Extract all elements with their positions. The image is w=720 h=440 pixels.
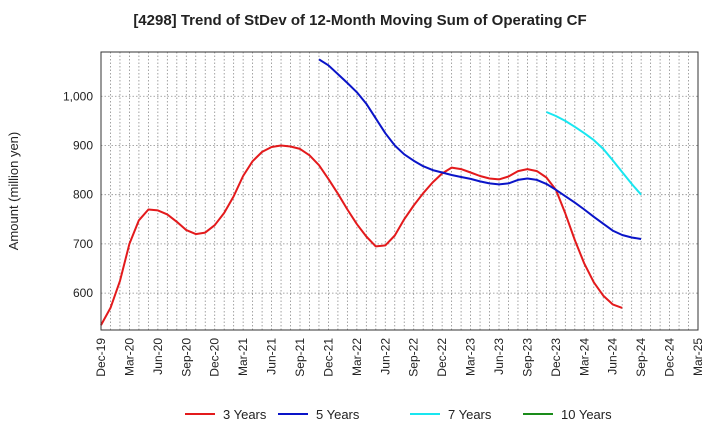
y-tick-labels: 600 700 800 900 1,000 (63, 89, 93, 300)
y-tick-label: 700 (73, 237, 93, 251)
x-tick-label: Sep-21 (293, 338, 307, 377)
x-tick-label: Mar-22 (350, 338, 364, 376)
y-axis-label: Amount (million yen) (6, 132, 21, 251)
x-tick-label: Mar-25 (691, 338, 705, 376)
x-tick-label: Sep-22 (407, 338, 421, 377)
x-tick-label: Dec-22 (435, 338, 449, 377)
x-tick-label: Mar-21 (236, 338, 250, 376)
grid-layer (101, 52, 698, 330)
x-tick-label: Dec-19 (94, 338, 108, 377)
legend: 3 Years 5 Years 7 Years 10 Years (185, 407, 612, 422)
x-tick-label: Mar-20 (122, 338, 136, 376)
legend-label: 10 Years (561, 407, 612, 422)
x-tick-label: Dec-24 (663, 338, 677, 377)
legend-label: 3 Years (223, 407, 267, 422)
x-tick-label: Jun-23 (492, 338, 506, 375)
x-tick-label: Jun-22 (378, 338, 392, 375)
x-tick-label: Jun-20 (151, 338, 165, 375)
legend-item: 10 Years (523, 407, 612, 422)
x-tick-label: Mar-24 (577, 338, 591, 376)
series-line (100, 144, 623, 326)
legend-label: 5 Years (316, 407, 360, 422)
y-tick-label: 800 (73, 188, 93, 202)
x-tick-label: Sep-23 (520, 338, 534, 377)
chart-title: [4298] Trend of StDev of 12-Month Moving… (133, 12, 587, 29)
legend-item: 5 Years (278, 407, 360, 422)
x-tick-label: Dec-20 (208, 338, 222, 377)
series-line (318, 58, 642, 240)
legend-item: 7 Years (410, 407, 492, 422)
x-tick-label: Sep-20 (179, 338, 193, 377)
legend-item: 3 Years (185, 407, 267, 422)
y-tick-label: 900 (73, 138, 93, 152)
y-tick-label: 1,000 (63, 89, 93, 103)
x-tick-label: Mar-23 (464, 338, 478, 376)
series-layer (100, 58, 642, 326)
x-tick-label: Sep-24 (634, 338, 648, 377)
legend-label: 7 Years (448, 407, 492, 422)
y-tick-label: 600 (73, 286, 93, 300)
plot-frame (100, 51, 699, 331)
x-tick-label: Jun-21 (265, 338, 279, 375)
series-line (546, 111, 642, 196)
x-tick-labels: Dec-19 Mar-20 Jun-20 Sep-20 Dec-20 Mar-21 Jun-… (94, 338, 705, 377)
x-tick-label: Dec-21 (321, 338, 335, 377)
x-tick-label: Jun-24 (606, 338, 620, 375)
x-tick-label: Dec-23 (549, 338, 563, 377)
